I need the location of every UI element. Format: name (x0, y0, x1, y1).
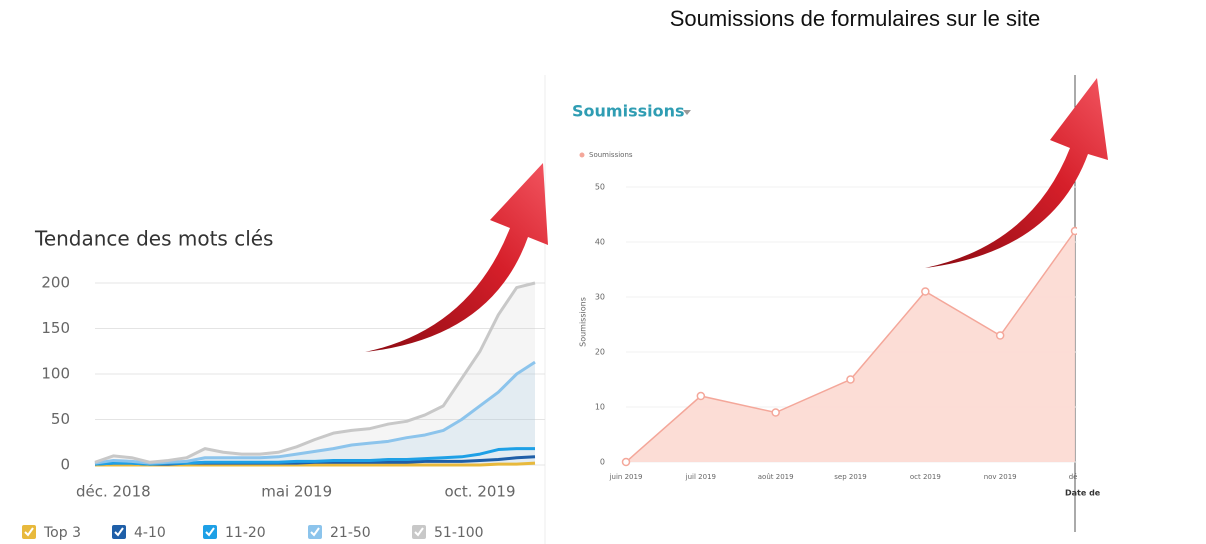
y-tick-label: 40 (595, 238, 605, 247)
y-axis-label: Soumissions (579, 297, 588, 347)
legend-label: 4-10 (134, 525, 166, 541)
point (772, 409, 779, 416)
x-axis-label: Date de (1065, 489, 1101, 498)
area (626, 231, 1075, 462)
arrow (925, 78, 1108, 268)
chart-title: Soumissions (572, 102, 685, 121)
page: Soumissions de formulaires sur le site T… (0, 0, 1206, 544)
x-tick-label: nov 2019 (984, 473, 1017, 481)
y-tick-label: 0 (600, 458, 605, 467)
x-tick-label: déc. 2018 (76, 483, 151, 501)
x-tick-label: oct. 2019 (444, 483, 515, 501)
point (922, 288, 929, 295)
legend-label: 51-100 (434, 525, 484, 541)
x-tick-label: juil 2019 (685, 473, 716, 481)
y-tick-label: 100 (41, 365, 70, 383)
x-tick-label: août 2019 (758, 473, 794, 481)
point (623, 459, 630, 466)
y-tick-label: 20 (595, 348, 605, 357)
y-tick-label: 150 (41, 319, 70, 337)
point (1072, 228, 1079, 235)
y-tick-label: 10 (595, 403, 605, 412)
y-tick-label: 50 (595, 183, 605, 192)
chart: 0 10 20 30 40 50 juin 2019 juil 2019 août 2019 se… (595, 183, 1085, 482)
point (847, 376, 854, 383)
legend-label: Soumissions (589, 151, 633, 159)
y-tick-label: 200 (41, 274, 70, 292)
chart-title: Tendance des mots clés (34, 227, 273, 251)
y-tick-label: 0 (60, 456, 70, 474)
x-tick-label: sep 2019 (834, 473, 866, 481)
x-tick-label: oct 2019 (910, 473, 941, 481)
legend-label: 21-50 (330, 525, 371, 541)
x-tick-label: mai 2019 (261, 483, 332, 501)
legend-marker (580, 153, 585, 158)
point (997, 332, 1004, 339)
y-tick-label: 30 (595, 293, 605, 302)
y-tick-label: 50 (51, 410, 70, 428)
point (697, 393, 704, 400)
page-title: Soumissions de formulaires sur le site (670, 6, 1040, 31)
legend-label: 11-20 (225, 525, 266, 541)
legend-label: Top 3 (43, 525, 81, 541)
x-tick-label: juin 2019 (609, 473, 643, 481)
x-tick-label: déc (1069, 473, 1082, 481)
